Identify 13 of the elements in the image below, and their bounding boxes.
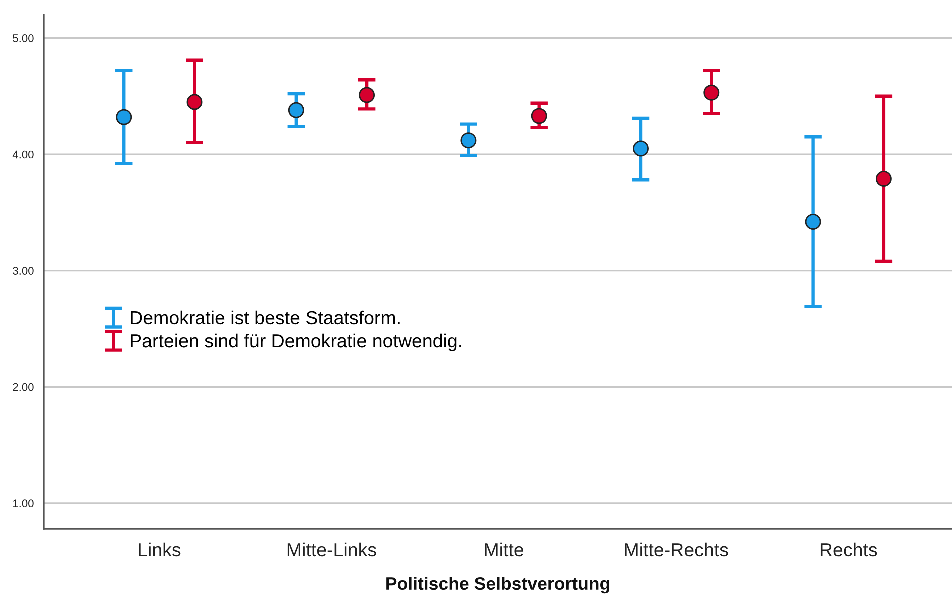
y-tick-label: 3.00 [13,267,34,275]
y-tick-label: 4.00 [12,150,34,159]
x-tick-label: Mitte-Links [288,542,376,557]
x-tick-label: Rechts [820,542,878,557]
x-axis-title: Politische Selbstverortung [386,577,610,594]
x-tick-label: Mitte-Rechts [625,542,728,557]
y-tick-label: 5.00 [13,34,34,42]
legend-label: Demokratie ist beste Staatsform. [131,310,400,325]
y-tick-label: 1.00 [14,500,34,508]
x-tick-label: Links [139,542,181,557]
y-tick-label: 2.00 [13,383,34,392]
x-tick-label: Mitte [485,542,524,557]
legend-label: Parteien sind für Demokratie notwendig. [131,334,462,352]
